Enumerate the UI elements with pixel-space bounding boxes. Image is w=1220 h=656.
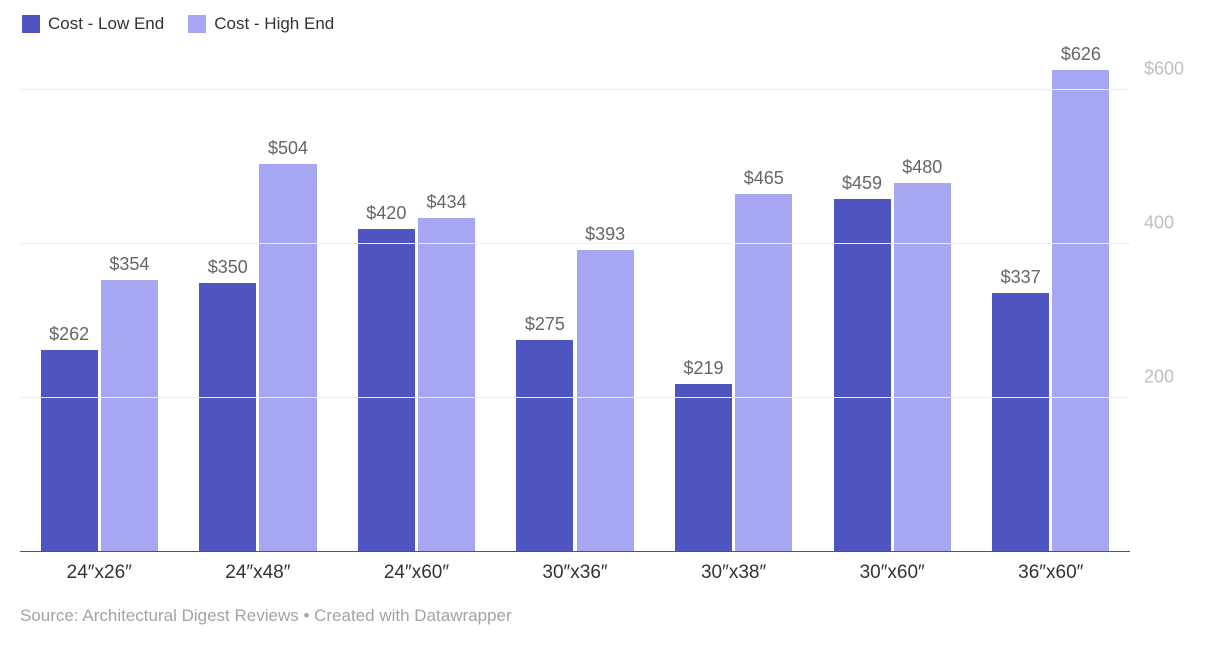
bar-value-label: $465 [735,168,792,189]
bar-group: $459$480 [813,52,972,552]
plot-area: $262$354$350$504$420$434$275$393$219$465… [20,52,1200,552]
bar-high: $354 [101,280,158,552]
bar-group: $337$626 [971,52,1130,552]
bar-value-label: $337 [992,267,1049,288]
gridline [20,243,1130,244]
y-tick-label: $600 [1138,59,1200,80]
bar-high: $480 [894,183,951,552]
bar-low: $337 [992,293,1049,552]
bar-value-label: $262 [41,324,98,345]
x-tick-label: 30″x38″ [654,562,813,584]
bar-group: $262$354 [20,52,179,552]
source-attribution: Source: Architectural Digest Reviews • C… [20,584,1200,626]
legend: Cost - Low End Cost - High End [20,10,1200,52]
x-axis-labels: 24″x26″24″x48″24″x60″30″x36″30″x38″30″x6… [20,552,1130,584]
legend-label: Cost - Low End [48,14,164,34]
gridline [20,89,1130,90]
bar-low: $275 [516,340,573,552]
bar-group: $420$434 [337,52,496,552]
x-tick-label: 24″x26″ [20,562,179,584]
x-tick-label: 24″x60″ [337,562,496,584]
bar-value-label: $420 [358,203,415,224]
x-tick-label: 24″x48″ [179,562,338,584]
bar-value-label: $219 [675,358,732,379]
legend-item: Cost - Low End [22,14,164,34]
bar-value-label: $459 [834,173,891,194]
legend-label: Cost - High End [214,14,334,34]
x-tick-label: 30″x36″ [496,562,655,584]
bar-value-label: $434 [418,192,475,213]
x-tick-label: 30″x60″ [813,562,972,584]
bar-low: $350 [199,283,256,552]
bar-value-label: $354 [101,254,158,275]
bar-high: $434 [418,218,475,552]
bar-low: $420 [358,229,415,552]
chart-container: Cost - Low EndCost - High End $262$354$3… [0,0,1220,656]
bar-high: $504 [259,164,316,552]
bar-low: $262 [41,350,98,552]
x-tick-label: 36″x60″ [971,562,1130,584]
bar-high: $393 [577,250,634,552]
legend-item: Cost - High End [188,14,334,34]
x-axis-baseline [20,551,1130,552]
bar-low: $219 [675,384,732,552]
y-tick-label: 200 [1138,367,1200,388]
legend-swatch [22,15,40,33]
bar-high: $626 [1052,70,1109,552]
bar-groups: $262$354$350$504$420$434$275$393$219$465… [20,52,1130,552]
bar-high: $465 [735,194,792,552]
bar-value-label: $350 [199,257,256,278]
gridline [20,397,1130,398]
bar-value-label: $393 [577,224,634,245]
plot: $262$354$350$504$420$434$275$393$219$465… [20,52,1130,552]
y-tick-label: 400 [1138,213,1200,234]
bar-group: $219$465 [654,52,813,552]
bar-value-label: $480 [894,157,951,178]
bar-value-label: $275 [516,314,573,335]
bar-value-label: $626 [1052,44,1109,65]
legend-swatch [188,15,206,33]
bar-low: $459 [834,199,891,552]
bar-group: $275$393 [496,52,655,552]
bar-group: $350$504 [179,52,338,552]
bar-value-label: $504 [259,138,316,159]
